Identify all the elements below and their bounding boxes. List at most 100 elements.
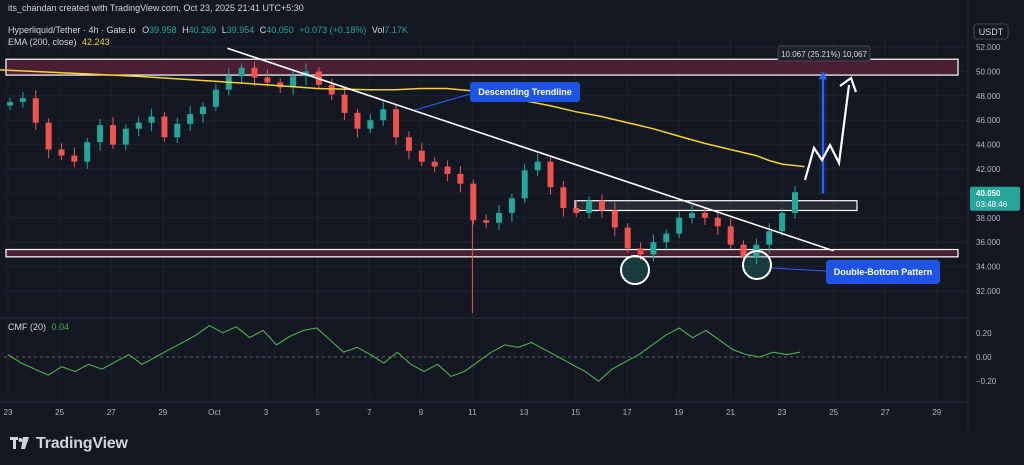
candle-body — [483, 220, 490, 223]
candle-body — [624, 227, 631, 249]
candle-body — [212, 89, 219, 107]
price-chart[interactable]: 10.067 (25.21%) 10,067 Descending Trendli… — [0, 0, 1024, 428]
candle-body — [792, 192, 798, 213]
candle-body — [341, 94, 348, 113]
descending-trendline — [227, 47, 834, 252]
time-tick-label: 23 — [778, 408, 787, 417]
ema-value: 42.243 — [82, 37, 110, 47]
double-bottom-pointer — [771, 267, 827, 272]
ema-legend[interactable]: EMA (200, close) 42.243 — [8, 37, 110, 47]
candle-body — [676, 217, 683, 234]
candle-body — [367, 120, 374, 129]
currency-button[interactable] — [973, 23, 1009, 40]
cmf-value: 0.04 — [52, 322, 70, 332]
candle-body — [84, 142, 91, 162]
candle-body — [264, 77, 271, 83]
candle-body — [290, 76, 297, 88]
grid-lines — [0, 0, 969, 428]
candle-body — [238, 67, 245, 77]
candle-body — [19, 98, 26, 102]
cmf-line — [7, 324, 801, 382]
h-label: H — [182, 25, 189, 35]
candle-body — [637, 248, 644, 255]
time-tick-label: 19 — [674, 408, 683, 417]
candle-body — [496, 212, 503, 223]
symbol-name[interactable]: Hyperliquid/Tether · 4h · Gate.io — [8, 25, 136, 35]
candle-body — [611, 210, 618, 228]
projection-path — [803, 84, 851, 181]
candle-body — [251, 67, 258, 78]
candle-body — [380, 109, 387, 121]
currency-label: USDT — [979, 27, 1004, 37]
time-tick-label: 21 — [726, 408, 735, 417]
price-badge — [970, 186, 1020, 211]
time-tick-label: 5 — [315, 408, 320, 417]
time-tick-label: 29 — [158, 408, 167, 417]
price-tick-label: 38.000 — [976, 214, 1001, 223]
candle-body — [701, 212, 708, 218]
candle-body — [405, 137, 412, 151]
price-badge-countdown: 03:48:46 — [976, 200, 1008, 209]
time-tick-label: 3 — [264, 408, 269, 417]
candle-body — [97, 125, 104, 143]
tradingview-logo[interactable]: TradingView — [10, 435, 128, 453]
candle-body — [174, 123, 181, 138]
price-tick-label: 52.000 — [976, 43, 1001, 52]
candle-body — [470, 183, 477, 221]
candle-body — [740, 244, 747, 257]
time-tick-label: 17 — [623, 408, 632, 417]
trendline-label-box — [470, 82, 580, 102]
tradingview-mark-icon — [10, 437, 29, 449]
candle-body — [663, 233, 670, 243]
candle-body — [32, 98, 39, 123]
price-tick-label: 44.000 — [976, 141, 1001, 150]
cmf-tick-label: 0.00 — [976, 353, 992, 362]
candle-body — [200, 106, 207, 115]
support-zone — [5, 248, 959, 258]
candle-body — [766, 231, 773, 245]
neckline-box — [574, 200, 858, 212]
time-axis[interactable]: 23 25 27 29 Oct 3 5 7 9 11 13 15 17 19 21 23 25 27 29 — [0, 401, 968, 417]
h-value: 40.269 — [189, 25, 217, 35]
trendline-label-pointer — [414, 93, 471, 111]
candle-body — [148, 116, 155, 123]
candle-body — [431, 161, 438, 167]
candle-body — [779, 212, 786, 232]
candle-body — [109, 125, 116, 145]
candle-body — [521, 170, 528, 199]
footer: TradingView — [0, 428, 1024, 465]
bottom-circle-2 — [742, 250, 772, 280]
l-value: 39.954 — [227, 25, 255, 35]
candle-body — [122, 128, 129, 145]
candle-body — [560, 187, 567, 209]
cmf-legend[interactable]: CMF (20) 0.04 — [8, 322, 69, 332]
time-tick-label: 23 — [4, 408, 13, 417]
c-label: C — [260, 25, 267, 35]
candle-body — [418, 150, 425, 162]
vol-label: Vol — [372, 25, 385, 35]
price-tick-label: 34.000 — [976, 263, 1001, 272]
candle-body — [444, 166, 451, 174]
candle-body — [354, 112, 361, 129]
bottom-circle-1 — [620, 255, 650, 285]
candle-body — [393, 109, 400, 138]
candle-body — [45, 122, 52, 150]
time-tick-label: 7 — [367, 408, 372, 417]
candle-body — [225, 76, 232, 90]
double-bottom-label-box — [826, 260, 940, 284]
cmf-label: CMF (20) — [8, 322, 46, 332]
candle-body — [187, 114, 194, 124]
price-badge-price: 40.050 — [976, 189, 1001, 198]
price-tick-label: 48.000 — [976, 92, 1001, 101]
price-axis[interactable]: 52.000 50.000 48.000 46.000 44.000 42.000 40.0… — [970, 43, 1020, 386]
candle-body — [7, 101, 13, 106]
cmf-pane — [4, 324, 968, 382]
time-tick-label: 11 — [468, 408, 477, 417]
time-tick-label: 25 — [55, 408, 64, 417]
candle-body — [457, 173, 464, 184]
time-tick-label: 13 — [520, 408, 529, 417]
candle-body — [547, 161, 554, 188]
price-tick-label: 36.000 — [976, 238, 1001, 247]
ema-label: EMA (200, close) — [8, 37, 77, 47]
candle-body — [71, 155, 78, 162]
